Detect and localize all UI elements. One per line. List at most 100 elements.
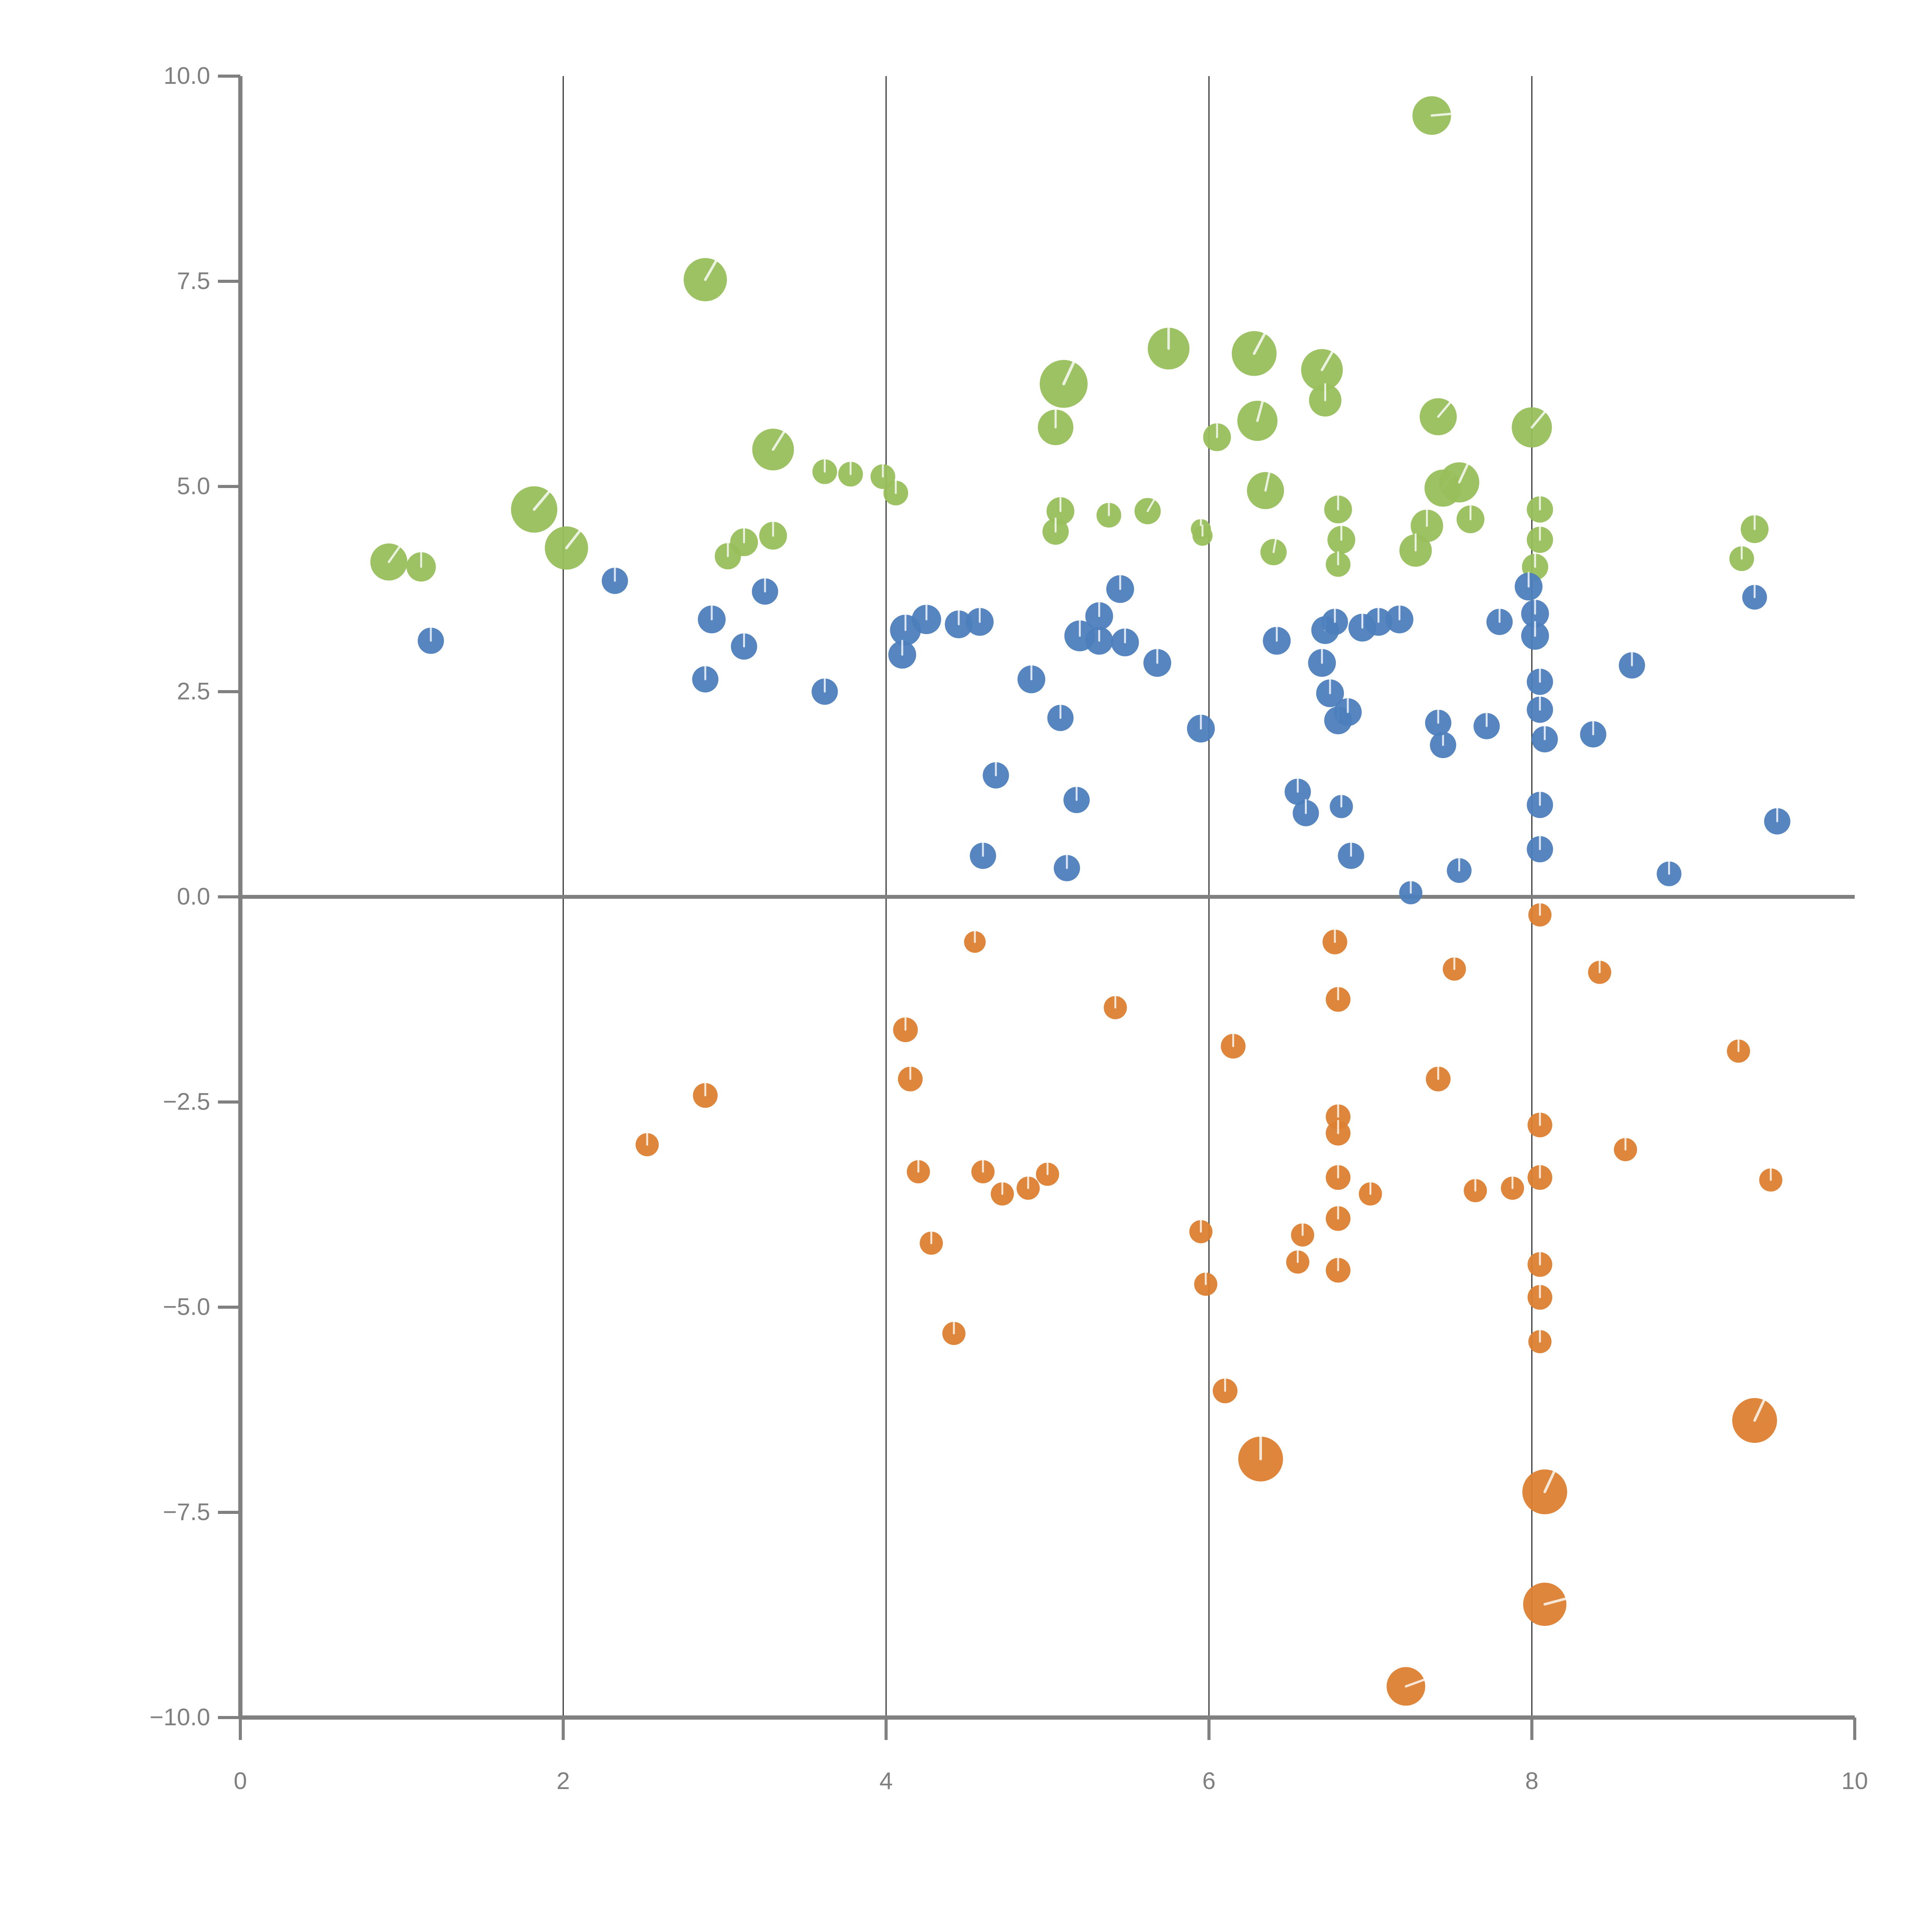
data-point[interactable] xyxy=(1473,712,1500,740)
data-point[interactable] xyxy=(1321,607,1348,635)
data-point[interactable] xyxy=(983,761,1009,789)
data-point[interactable] xyxy=(1501,1175,1524,1200)
data-point[interactable] xyxy=(1588,959,1611,984)
data-point[interactable] xyxy=(1134,498,1161,524)
data-point[interactable] xyxy=(752,577,778,605)
data-point[interactable] xyxy=(1430,731,1456,759)
data-point[interactable] xyxy=(1111,628,1139,656)
data-point[interactable] xyxy=(692,665,719,693)
data-point[interactable] xyxy=(1143,648,1172,677)
data-point[interactable] xyxy=(1727,1038,1750,1063)
data-point[interactable] xyxy=(752,429,794,471)
data-point[interactable] xyxy=(1334,697,1362,726)
data-point[interactable] xyxy=(838,461,863,487)
data-point[interactable] xyxy=(969,842,996,869)
data-point[interactable] xyxy=(1192,524,1213,546)
data-point[interactable] xyxy=(1326,551,1351,577)
data-point[interactable] xyxy=(1237,400,1278,441)
data-point[interactable] xyxy=(1619,651,1645,679)
data-point[interactable] xyxy=(511,486,558,533)
data-point[interactable] xyxy=(893,1016,918,1043)
data-point[interactable] xyxy=(1309,383,1342,417)
data-point[interactable] xyxy=(1527,1111,1553,1138)
data-point[interactable] xyxy=(1291,1222,1315,1247)
data-point[interactable] xyxy=(1527,1251,1553,1277)
data-point[interactable] xyxy=(1085,601,1113,630)
data-point[interactable] xyxy=(693,1082,718,1108)
data-point[interactable] xyxy=(1522,1469,1567,1514)
data-point[interactable] xyxy=(1614,1137,1637,1162)
data-point[interactable] xyxy=(406,551,436,582)
data-point[interactable] xyxy=(1523,1582,1567,1626)
data-point[interactable] xyxy=(1527,696,1553,723)
data-point[interactable] xyxy=(1410,509,1443,542)
data-point[interactable] xyxy=(1426,1066,1451,1092)
data-point[interactable] xyxy=(1521,621,1549,650)
data-point[interactable] xyxy=(991,1181,1014,1206)
data-point[interactable] xyxy=(1531,725,1558,753)
data-point[interactable] xyxy=(684,258,727,301)
data-point[interactable] xyxy=(1521,599,1549,628)
data-point[interactable] xyxy=(1527,668,1553,695)
data-point[interactable] xyxy=(759,520,787,550)
data-point[interactable] xyxy=(1221,1033,1246,1059)
data-point[interactable] xyxy=(812,458,837,484)
data-point[interactable] xyxy=(635,1132,659,1156)
data-point[interactable] xyxy=(697,604,726,634)
data-point[interactable] xyxy=(1528,1329,1552,1354)
data-point[interactable] xyxy=(1442,956,1466,981)
data-point[interactable] xyxy=(370,543,408,581)
data-point[interactable] xyxy=(1759,1167,1782,1192)
data-point[interactable] xyxy=(964,930,986,953)
data-point[interactable] xyxy=(1085,626,1113,655)
data-point[interactable] xyxy=(1316,678,1344,707)
data-points-group[interactable] xyxy=(370,96,1791,1706)
data-point[interactable] xyxy=(1729,545,1754,571)
data-point[interactable] xyxy=(888,639,916,669)
data-point[interactable] xyxy=(971,1159,995,1184)
data-point[interactable] xyxy=(1327,525,1355,554)
data-point[interactable] xyxy=(1326,1164,1351,1190)
data-point[interactable] xyxy=(1740,514,1769,543)
data-point[interactable] xyxy=(1580,720,1607,748)
data-point[interactable] xyxy=(1301,349,1343,391)
data-point[interactable] xyxy=(1263,626,1291,655)
data-point[interactable] xyxy=(1425,709,1452,736)
data-point[interactable] xyxy=(1189,1219,1213,1243)
data-point[interactable] xyxy=(1324,494,1352,524)
data-point[interactable] xyxy=(1054,854,1080,881)
data-point[interactable] xyxy=(1286,1249,1310,1274)
data-point[interactable] xyxy=(1238,1435,1283,1481)
data-point[interactable] xyxy=(1104,995,1127,1019)
data-point[interactable] xyxy=(1512,407,1552,448)
data-point[interactable] xyxy=(1326,1257,1351,1283)
data-point[interactable] xyxy=(1439,462,1480,503)
data-point[interactable] xyxy=(418,626,444,654)
data-point[interactable] xyxy=(1527,526,1553,553)
data-point[interactable] xyxy=(1447,857,1472,883)
data-point[interactable] xyxy=(1036,1162,1059,1186)
data-point[interactable] xyxy=(1359,1181,1382,1206)
data-point[interactable] xyxy=(1308,648,1336,677)
data-point[interactable] xyxy=(883,480,908,505)
data-point[interactable] xyxy=(1456,504,1485,533)
data-point[interactable] xyxy=(1464,1178,1487,1202)
data-point[interactable] xyxy=(1386,1667,1425,1706)
data-point[interactable] xyxy=(1330,794,1353,818)
data-point[interactable] xyxy=(1742,584,1767,610)
data-point[interactable] xyxy=(898,1066,923,1092)
data-point[interactable] xyxy=(1322,929,1347,954)
data-point[interactable] xyxy=(942,1321,966,1345)
data-point[interactable] xyxy=(1293,799,1319,827)
data-point[interactable] xyxy=(1046,496,1075,525)
data-point[interactable] xyxy=(1039,360,1088,408)
data-point[interactable] xyxy=(1764,807,1791,835)
data-point[interactable] xyxy=(966,607,994,636)
data-point[interactable] xyxy=(1063,786,1090,813)
data-point[interactable] xyxy=(1486,607,1513,635)
data-point[interactable] xyxy=(1096,502,1121,528)
data-point[interactable] xyxy=(1247,471,1284,509)
data-point[interactable] xyxy=(1364,607,1393,636)
data-point[interactable] xyxy=(1527,1284,1553,1310)
data-point[interactable] xyxy=(1187,714,1215,743)
